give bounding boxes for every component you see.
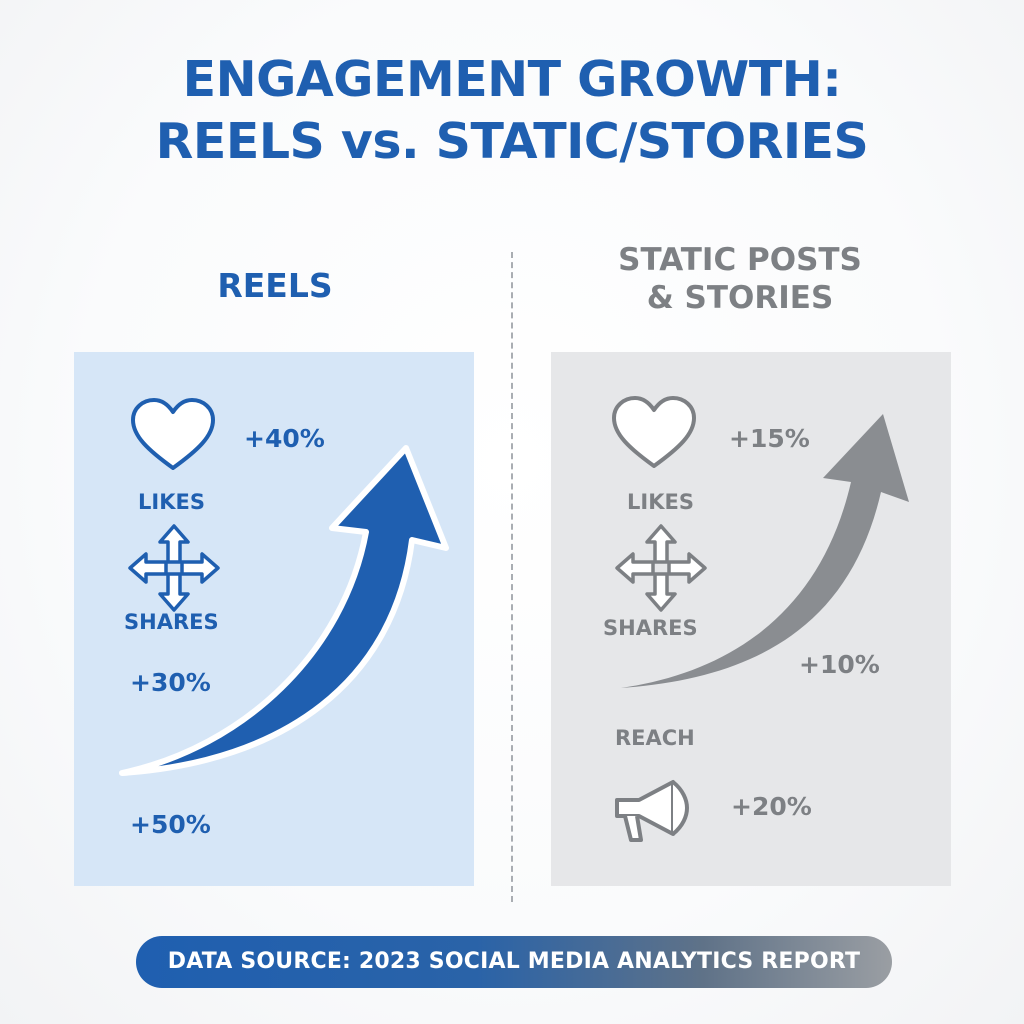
- four-way-arrows-icon: [615, 524, 707, 612]
- reels-panel: +40% LIKES SHARES +30% +50%: [74, 352, 474, 886]
- heart-icon: [612, 396, 696, 468]
- static-heading-line-2: & STORIES: [646, 279, 834, 316]
- static-likes-label: LIKES: [627, 490, 694, 514]
- reels-shares-label: SHARES: [124, 610, 219, 634]
- static-reach-label: REACH: [615, 726, 695, 750]
- static-panel: +15% LIKES SHARES +10% REACH +20%: [551, 352, 951, 886]
- title-line-1: ENGAGEMENT GROWTH:: [182, 51, 842, 108]
- static-shares-label: SHARES: [603, 616, 698, 640]
- static-heading: STATIC POSTS & STORIES: [540, 242, 940, 318]
- heart-icon: [131, 398, 215, 470]
- four-way-arrows-icon: [128, 524, 220, 612]
- reels-likes-label: LIKES: [138, 490, 205, 514]
- reels-reach-value: +50%: [130, 810, 211, 839]
- title-line-2: REELS vs. STATIC/STORIES: [155, 113, 869, 170]
- megaphone-icon: [615, 780, 689, 842]
- static-heading-line-1: STATIC POSTS: [618, 242, 862, 278]
- upward-arrow-icon: [119, 445, 449, 776]
- upward-arrow-icon: [621, 414, 909, 688]
- reels-likes-value: +40%: [244, 424, 325, 453]
- column-divider: [511, 252, 513, 902]
- reels-heading: REELS: [217, 266, 333, 305]
- static-reach-value: +20%: [731, 792, 812, 821]
- static-likes-value: +15%: [729, 424, 810, 453]
- reels-shares-value: +30%: [130, 668, 211, 697]
- static-shares-value: +10%: [799, 650, 880, 679]
- data-source-banner: DATA SOURCE: 2023 SOCIAL MEDIA ANALYTICS…: [136, 936, 892, 988]
